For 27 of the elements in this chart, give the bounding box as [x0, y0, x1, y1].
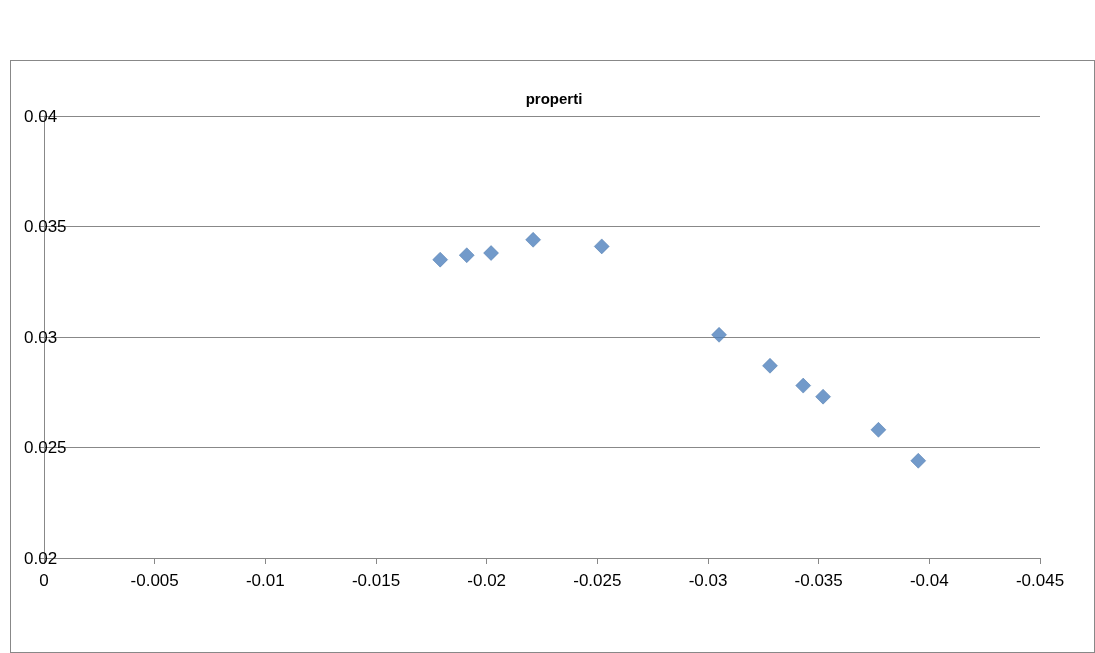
point: [711, 327, 727, 343]
y-tick-label: 0.03: [24, 327, 58, 347]
x-tick-label: -0.005: [130, 571, 179, 590]
x-tick-label: -0.01: [245, 571, 285, 590]
point: [815, 388, 831, 405]
y-tick-label: 0.025: [24, 438, 67, 457]
point: [459, 247, 475, 263]
x-tick-label: -0.025: [573, 571, 622, 590]
chart-title: properti: [525, 90, 583, 107]
x-tick-label: 0: [39, 571, 49, 590]
y-tick-label: 0.04: [24, 106, 58, 126]
point: [594, 238, 610, 255]
point: [432, 251, 448, 268]
point: [525, 232, 541, 248]
point: [762, 357, 778, 374]
x-tick-label: -0.045: [1015, 571, 1065, 590]
y-tick-label: 0.035: [24, 217, 67, 236]
point: [483, 245, 499, 261]
y-tick-label: 0.02: [24, 548, 58, 568]
point: [795, 377, 811, 394]
x-tick-label: -0.015: [351, 571, 401, 590]
point: [870, 422, 887, 438]
x-tick-label: -0.02: [467, 571, 507, 590]
x-tick-label: -0.03: [688, 571, 728, 590]
x-tick-label: -0.035: [794, 571, 843, 590]
point: [910, 453, 927, 469]
x-tick-label: -0.04: [909, 571, 949, 590]
